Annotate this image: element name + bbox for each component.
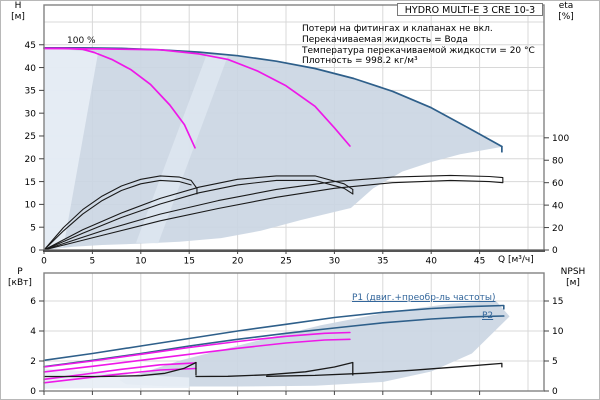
- note-line: Перекачиваемая жидкость = Вода: [302, 34, 468, 45]
- tick-label: 0: [552, 246, 558, 256]
- tick-label: 15: [552, 297, 563, 307]
- curve-duty-curve-2pump: [43, 47, 351, 147]
- p1-curve-label: P1 (двиг.+преобр-ль частоты): [352, 293, 496, 303]
- note-line: Плотность = 998.2 кг/м³: [302, 56, 418, 67]
- tick-label: 40: [25, 64, 37, 74]
- tick-label: 60: [552, 179, 564, 189]
- curve-p1-2pump: [43, 331, 351, 368]
- tick-label: 100: [552, 134, 569, 144]
- tick-label: 25: [25, 132, 36, 142]
- conditions-notes: Потери на фитингах и клапанах не вкл. Пе…: [302, 24, 535, 67]
- tick-label: 10: [135, 257, 147, 267]
- note-line: Потери на фитингах и клапанах не вкл.: [302, 24, 493, 34]
- tick-label: 4: [30, 327, 36, 337]
- tick-label: 10: [552, 327, 564, 337]
- curve-eta-2pump-b: [43, 179, 354, 251]
- curve-npsh-2pump: [195, 361, 354, 378]
- tick-label: 0: [41, 257, 47, 267]
- tick-label: 30: [25, 109, 37, 119]
- note-line: Температура перекачиваемой жидкости = 20…: [302, 45, 535, 56]
- tick-label: 0: [30, 387, 36, 397]
- tick-label: 0: [30, 246, 36, 256]
- tick-label: 20: [25, 155, 37, 165]
- tick-label: 25: [280, 257, 291, 267]
- curve-eta-3pump-a: [43, 174, 504, 251]
- p-axis-label: P [кВт]: [8, 267, 32, 288]
- curve-npsh-1pump: [43, 361, 197, 378]
- tick-label: 80: [552, 156, 564, 166]
- tick-label: 0: [552, 387, 558, 397]
- tick-label: 45: [474, 257, 485, 267]
- npsh-axis-label: NPSH [м]: [560, 267, 586, 288]
- tick-label: 15: [25, 178, 36, 188]
- tick-label: 20: [552, 224, 564, 234]
- curve-p2-2pump: [43, 338, 351, 373]
- tick-label: 6: [30, 297, 36, 307]
- speed-100-label: 100 %: [67, 36, 96, 46]
- tick-label: 5: [30, 223, 36, 233]
- eta-axis-label: eta [%]: [558, 1, 574, 22]
- tick-label: 2: [30, 357, 36, 367]
- tick-label: 40: [425, 257, 437, 267]
- h-axis-label: H [м]: [11, 1, 25, 22]
- curve-p2-1pump: [43, 367, 197, 384]
- tick-label: 35: [377, 257, 388, 267]
- tick-label: 10: [25, 201, 37, 211]
- curve-p1-3pump: [43, 304, 505, 362]
- tick-label: 5: [90, 257, 96, 267]
- curve-eta-1pump-a: [43, 175, 198, 251]
- region-power-envelope: [119, 301, 510, 387]
- curve-eta-1pump-b: [43, 179, 192, 251]
- chart-title: HYDRO MULTI-E 3 CRE 10-3: [397, 3, 543, 16]
- tick-label: 35: [25, 87, 36, 97]
- curve-eta-3pump-b: [43, 179, 504, 251]
- tick-label: 20: [232, 257, 244, 267]
- curve-eta-2pump-a: [43, 175, 354, 251]
- region-power-light-left: [44, 368, 190, 389]
- tick-label: 45: [25, 41, 36, 51]
- tick-label: 5: [552, 357, 558, 367]
- curve-npsh-3pump: [265, 362, 503, 377]
- region-light-band-mid: [136, 54, 228, 244]
- tick-label: 40: [552, 201, 564, 211]
- tick-label: 15: [183, 257, 194, 267]
- plot-border: [43, 272, 545, 392]
- region-light-strip-left: [44, 47, 99, 250]
- q-axis-label: Q [м³/ч]: [498, 255, 534, 265]
- tick-label: 30: [329, 257, 341, 267]
- p2-curve-label: P2: [482, 311, 494, 321]
